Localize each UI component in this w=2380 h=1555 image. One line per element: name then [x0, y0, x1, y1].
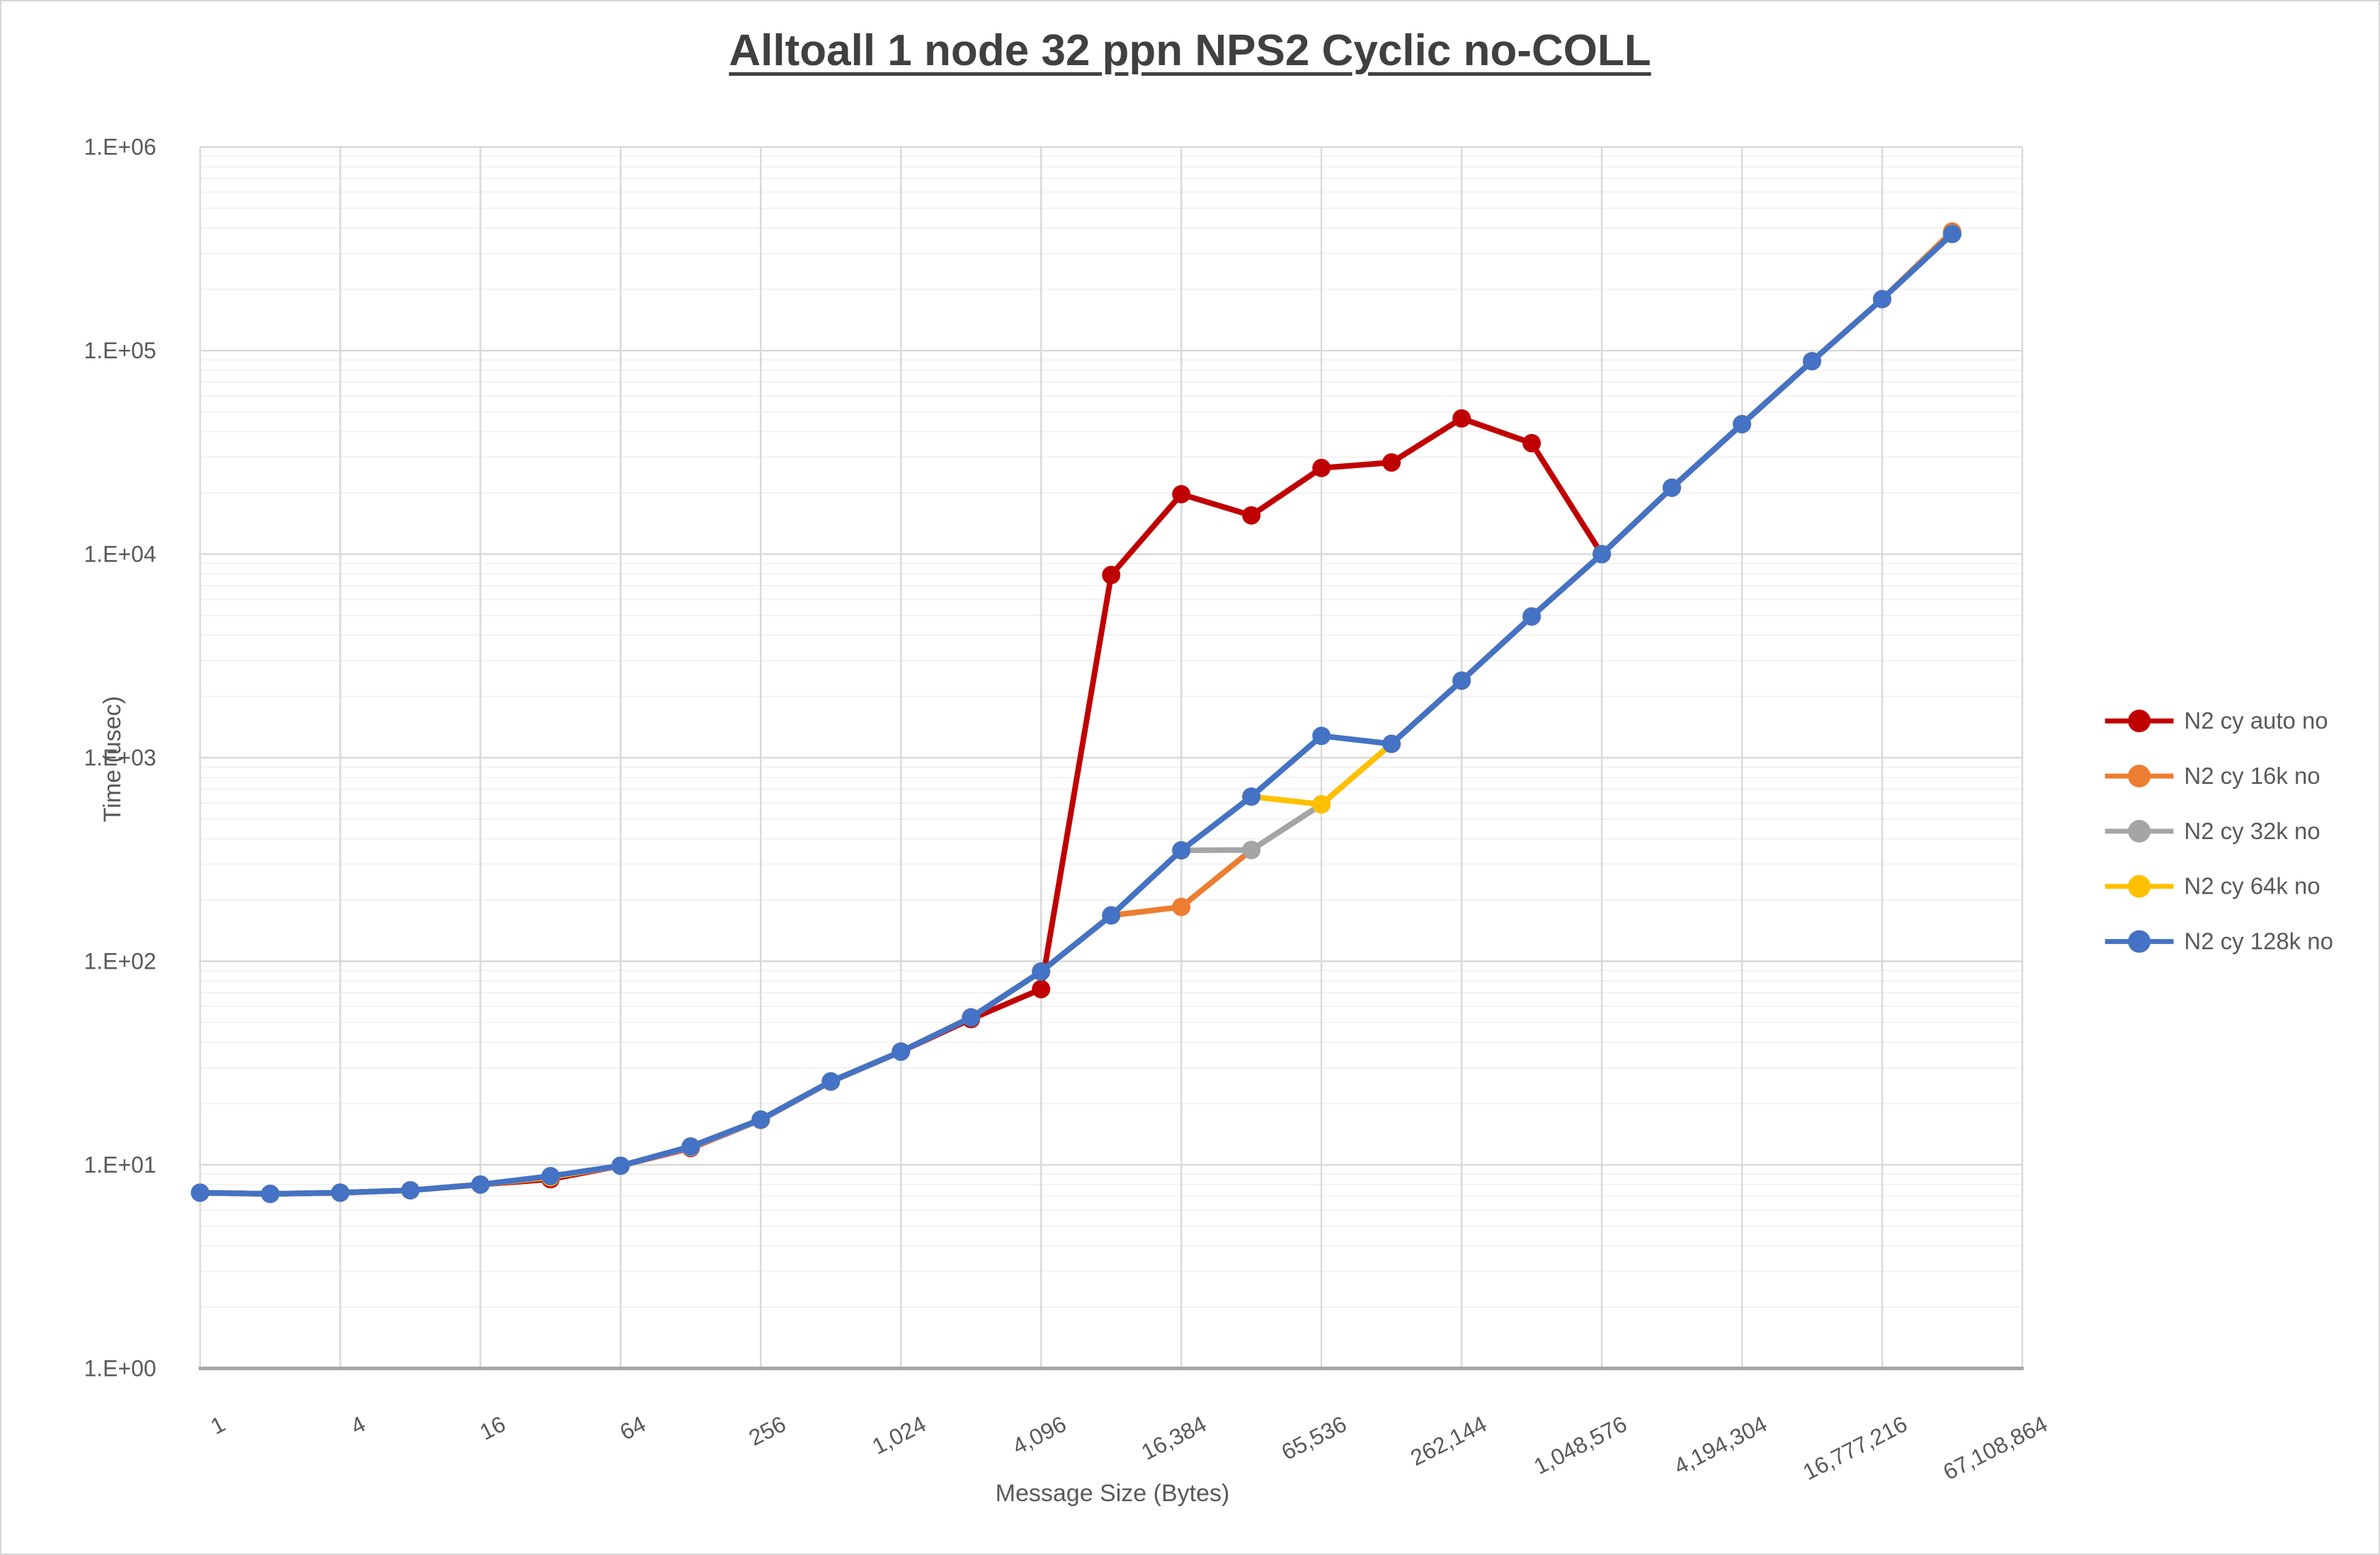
data-point — [1593, 545, 1612, 564]
data-point — [892, 1042, 911, 1061]
data-point — [1102, 906, 1121, 925]
series-n2-cy-32k-no — [190, 224, 1961, 1204]
data-point — [1452, 409, 1471, 428]
x-tick-label: 262,144 — [1406, 1411, 1491, 1470]
data-point — [1872, 290, 1891, 309]
data-point — [1032, 979, 1051, 998]
legend-marker — [2128, 819, 2151, 843]
data-point — [1452, 671, 1471, 690]
data-point — [1382, 734, 1401, 753]
x-tick-label: 1 — [206, 1411, 229, 1439]
legend-item-n2-cy-32k-no: N2 cy 32k no — [2105, 818, 2321, 844]
legend-item-n2-cy-64k-no: N2 cy 64k no — [2105, 873, 2321, 899]
legend-label: N2 cy auto no — [2184, 707, 2328, 734]
data-point — [1522, 607, 1541, 626]
x-tick-label: 4,194,304 — [1670, 1411, 1771, 1479]
data-point — [681, 1137, 700, 1156]
y-tick-label: 1.E+04 — [84, 542, 156, 567]
legend-label: N2 cy 32k no — [2184, 818, 2320, 844]
data-series — [190, 222, 1961, 1204]
y-tick-label: 1.E+00 — [84, 1355, 156, 1381]
data-point — [1802, 352, 1821, 371]
y-axis-tick-labels: 1.E+00 1.E+01 1.E+02 1.E+03 1.E+04 1.E+05 1.E+… — [84, 135, 156, 1382]
series-n2-cy-64k-no — [190, 224, 1961, 1204]
data-point — [401, 1180, 420, 1200]
data-point — [1032, 962, 1051, 981]
x-tick-label: 64 — [615, 1411, 649, 1445]
data-point — [962, 1008, 981, 1027]
series-n2-cy-16k-no — [190, 222, 1961, 1204]
data-point — [541, 1166, 560, 1185]
data-point — [1172, 484, 1191, 503]
data-point — [1172, 897, 1191, 916]
y-axis-title: Time (usec) — [99, 695, 126, 823]
y-tick-label: 1.E+03 — [84, 745, 156, 770]
x-tick-label: 16,384 — [1137, 1411, 1210, 1464]
legend-marker — [2128, 875, 2151, 898]
data-point — [331, 1183, 350, 1202]
major-gridlines — [200, 146, 2022, 1369]
x-axis-tick-labels: 1 4 16 64 256 1,024 4,096 16,384 65,536 262,144 1,… — [206, 1411, 2051, 1485]
data-point — [611, 1156, 630, 1175]
legend-item-n2-cy-128k-no: N2 cy 128k no — [2105, 928, 2333, 955]
x-tick-label: 1,024 — [868, 1411, 930, 1459]
x-tick-label: 1,048,576 — [1530, 1411, 1631, 1479]
legend-label: N2 cy 128k no — [2184, 928, 2333, 955]
data-point — [1172, 841, 1191, 860]
legend-label: N2 cy 16k no — [2184, 763, 2320, 789]
y-tick-label: 1.E+01 — [84, 1152, 156, 1178]
data-point — [1242, 787, 1261, 806]
data-point — [1312, 458, 1331, 477]
legend: N2 cy auto no N2 cy 16k no N2 cy 32k no N2 … — [2105, 707, 2333, 955]
data-point — [261, 1185, 280, 1204]
data-point — [1942, 224, 1961, 244]
data-point — [1242, 506, 1261, 525]
data-point — [1312, 727, 1331, 746]
data-point — [821, 1072, 841, 1091]
x-axis-title: Message Size (Bytes) — [995, 1480, 1230, 1507]
data-point — [1102, 566, 1121, 584]
y-tick-label: 1.E+02 — [84, 949, 156, 974]
legend-marker — [2128, 930, 2151, 953]
series-n2-cy-128k-no — [190, 224, 1961, 1204]
legend-label: N2 cy 64k no — [2184, 873, 2320, 899]
series-n2-cy-auto-no — [190, 224, 1961, 1204]
data-point — [1242, 841, 1261, 860]
legend-item-n2-cy-auto-no: N2 cy auto no — [2105, 707, 2328, 734]
x-tick-label: 256 — [745, 1411, 790, 1450]
data-point — [751, 1110, 770, 1129]
x-tick-label: 67,108,864 — [1939, 1411, 2051, 1485]
minor-gridlines — [200, 155, 2022, 1308]
x-tick-label: 16 — [476, 1411, 510, 1445]
x-tick-label: 16,777,216 — [1799, 1411, 1911, 1485]
x-tick-label: 65,536 — [1277, 1411, 1350, 1464]
x-tick-label: 4 — [346, 1411, 369, 1439]
data-point — [1382, 453, 1401, 472]
data-point — [1662, 478, 1681, 497]
legend-item-n2-cy-16k-no: N2 cy 16k no — [2105, 763, 2321, 789]
y-tick-label: 1.E+05 — [84, 338, 156, 363]
data-point — [1733, 415, 1751, 433]
legend-marker — [2128, 710, 2151, 733]
data-point — [1312, 794, 1331, 814]
data-point — [190, 1183, 210, 1202]
data-point — [471, 1175, 490, 1194]
x-tick-label: 4,096 — [1008, 1411, 1071, 1459]
chart-title: Alltoall 1 node 32 ppn NPS2 Cyclic no-CO… — [729, 26, 1651, 75]
y-tick-label: 1.E+06 — [84, 135, 156, 160]
legend-marker — [2128, 765, 2151, 787]
vertical-gridlines — [199, 147, 2024, 1369]
data-point — [1522, 433, 1541, 452]
